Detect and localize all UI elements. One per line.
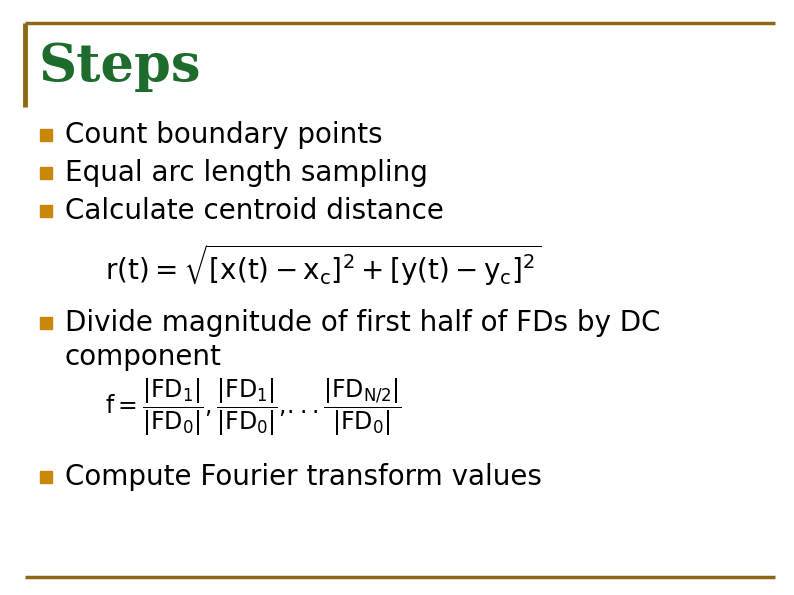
- Text: $\mathrm{f = \dfrac{|FD_1|}{|FD_0|},\dfrac{|FD_1|}{|FD_0|},\!...\dfrac{|FD_{N/2}: $\mathrm{f = \dfrac{|FD_1|}{|FD_0|},\dfr…: [105, 376, 402, 438]
- Bar: [40, 317, 52, 329]
- Text: Calculate centroid distance: Calculate centroid distance: [65, 197, 444, 225]
- Text: component: component: [65, 343, 222, 371]
- Bar: [40, 167, 52, 179]
- Text: $\mathrm{r(t) = \sqrt{\left[x(t) - x_c\right]^2 + \left[y(t) - y_c\right]^2}}$: $\mathrm{r(t) = \sqrt{\left[x(t) - x_c\r…: [105, 242, 541, 288]
- Bar: [40, 129, 52, 141]
- Text: Compute Fourier transform values: Compute Fourier transform values: [65, 463, 542, 491]
- Text: Divide magnitude of first half of FDs by DC: Divide magnitude of first half of FDs by…: [65, 309, 661, 337]
- Text: Equal arc length sampling: Equal arc length sampling: [65, 159, 428, 187]
- Bar: [40, 471, 52, 483]
- Bar: [40, 205, 52, 217]
- Text: Count boundary points: Count boundary points: [65, 121, 383, 149]
- Text: Steps: Steps: [38, 42, 201, 92]
